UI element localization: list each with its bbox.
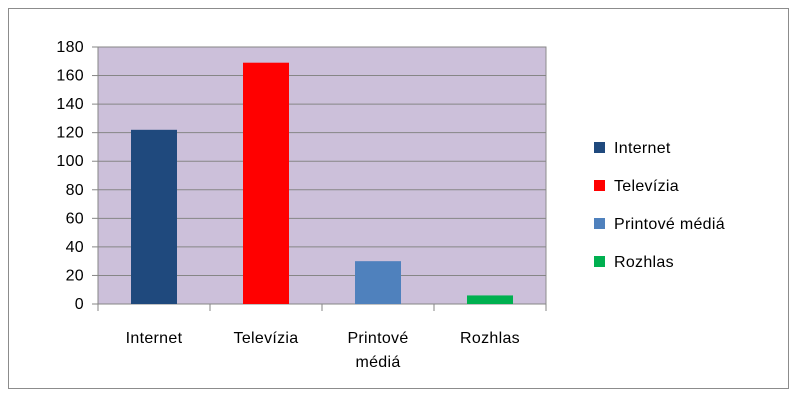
y-tick-label: 160	[56, 68, 84, 85]
x-tick-label: Rozhlas	[460, 330, 520, 347]
y-tick-label: 180	[56, 39, 84, 56]
y-tick-label: 60	[66, 210, 84, 227]
bar-printové-médiá	[355, 261, 401, 304]
y-tick-label: 20	[66, 267, 84, 284]
legend-label: Printové médiá	[614, 216, 725, 233]
legend-swatch	[594, 142, 605, 153]
bar-internet	[131, 129, 177, 304]
legend-swatch	[594, 218, 605, 229]
legend-label: Rozhlas	[614, 254, 674, 271]
x-tick-label: Televízia	[234, 330, 299, 347]
legend-label: Televízia	[614, 178, 679, 195]
y-tick-label: 140	[56, 96, 84, 113]
y-tick-label: 100	[56, 153, 84, 170]
x-tick-label: Internet	[126, 330, 183, 347]
x-tick-label: Printové	[347, 330, 408, 347]
legend-label: Internet	[614, 140, 671, 157]
legend-swatch	[594, 256, 605, 267]
legend-swatch	[594, 180, 605, 191]
y-tick-label: 0	[75, 296, 84, 313]
y-tick-label: 80	[66, 182, 84, 199]
bar-rozhlas	[467, 295, 513, 304]
x-tick-label: médiá	[355, 354, 400, 371]
y-tick-label: 40	[66, 239, 84, 256]
bar-televízia	[243, 62, 289, 305]
y-tick-label: 120	[56, 125, 84, 142]
